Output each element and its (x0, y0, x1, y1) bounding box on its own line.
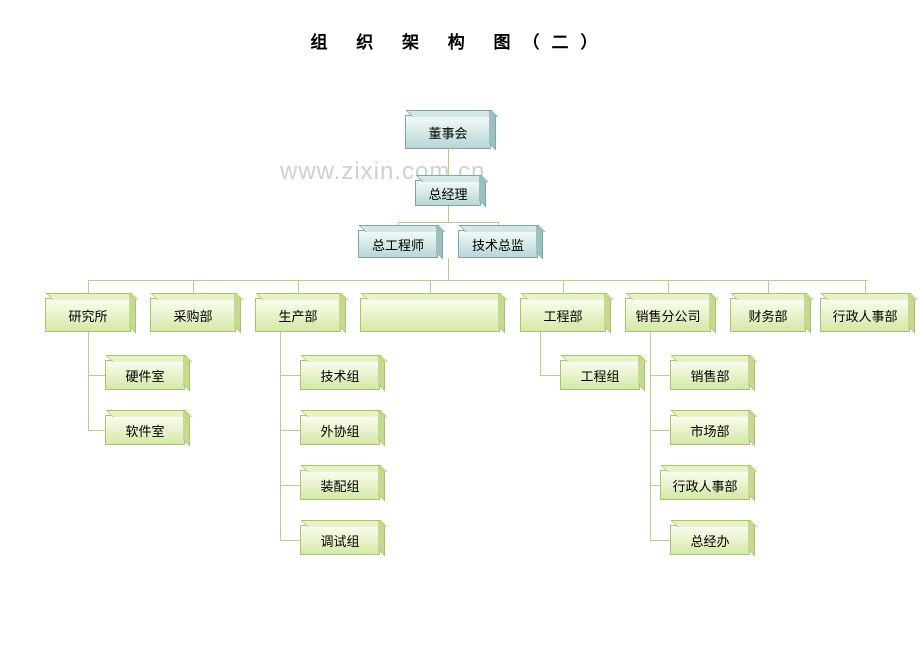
org-node-asm_grp: 装配组 (300, 470, 380, 500)
org-node-engineer: 工程部 (520, 298, 606, 332)
connector-line (540, 332, 541, 375)
org-node-hw_room: 硬件室 (105, 360, 185, 390)
page-title: 组 织 架 构 图（二） (0, 28, 920, 53)
org-node-big_green (360, 298, 500, 332)
org-node-finance: 财务部 (730, 298, 806, 332)
org-node-research: 研究所 (45, 298, 131, 332)
org-node-gm_office: 总经办 (670, 525, 750, 555)
org-node-sales_dep: 销售部 (670, 360, 750, 390)
org-node-sw_room: 软件室 (105, 415, 185, 445)
connector-line (540, 375, 560, 376)
connector-line (280, 540, 300, 541)
org-node-chief_eng: 总工程师 (358, 230, 438, 258)
org-node-tech_grp: 技术组 (300, 360, 380, 390)
connector-line (280, 375, 300, 376)
connector-line (650, 430, 670, 431)
org-node-market: 市场部 (670, 415, 750, 445)
org-node-out_grp: 外协组 (300, 415, 380, 445)
connector-line (448, 258, 449, 280)
connector-line (650, 375, 670, 376)
connector-line (650, 540, 670, 541)
org-node-gm: 总经理 (415, 180, 481, 206)
org-node-purchase: 采购部 (150, 298, 236, 332)
org-node-hr2: 行政人事部 (660, 470, 750, 500)
connector-line (88, 280, 868, 281)
connector-line (88, 430, 105, 431)
connector-line (280, 485, 300, 486)
connector-line (280, 430, 300, 431)
org-node-prod: 生产部 (255, 298, 341, 332)
org-node-board: 董事会 (405, 115, 491, 149)
org-node-tech_dir: 技术总监 (458, 230, 538, 258)
connector-line (448, 206, 449, 222)
connector-line (88, 332, 89, 430)
connector-line (88, 375, 105, 376)
connector-line (280, 332, 281, 540)
connector-line (650, 332, 651, 540)
connector-line (650, 485, 660, 486)
org-node-sales_co: 销售分公司 (625, 298, 711, 332)
connector-line (398, 222, 498, 223)
org-node-dbg_grp: 调试组 (300, 525, 380, 555)
org-node-hr_admin: 行政人事部 (820, 298, 910, 332)
org-node-eng_grp: 工程组 (560, 360, 640, 390)
